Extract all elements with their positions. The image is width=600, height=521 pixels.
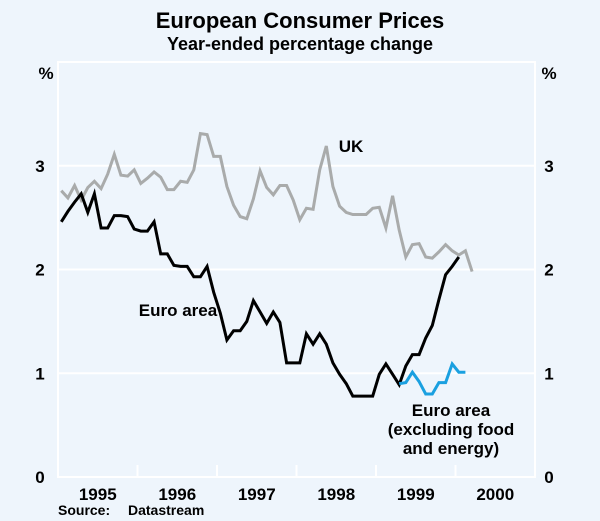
- x-tick-label: 1998: [317, 485, 355, 504]
- x-tick-label: 1997: [238, 485, 276, 504]
- series-annotation: (excluding food: [388, 420, 515, 439]
- source-value: Datastream: [128, 502, 205, 518]
- series-line-uk: [60, 131, 474, 273]
- chart-subtitle: Year-ended percentage change: [166, 34, 434, 54]
- series-annotation: and energy): [403, 439, 499, 458]
- series-line-euro-area: [60, 188, 461, 398]
- y-tick-label-left: 0: [35, 468, 44, 487]
- y-tick-label-right: 0: [544, 468, 553, 487]
- x-tick-label: 1999: [397, 485, 435, 504]
- y-tick-label-left: 3: [35, 157, 44, 176]
- series-annotation: UK: [339, 137, 364, 156]
- axis-labels: 0 0 1 1 2 2 3 3% % 1995 1996 1997 1998 1999 2000: [35, 64, 556, 504]
- x-tick-label: 2000: [476, 485, 514, 504]
- series-line-euro-area-excluding-food-and-energy: [398, 360, 466, 396]
- x-tick-label: 1995: [79, 485, 117, 504]
- y-tick-label-right: 2: [544, 261, 553, 280]
- y-tick-label-right: 3: [544, 157, 553, 176]
- series-lines: [60, 131, 474, 398]
- y-tick-label-left: 2: [35, 261, 44, 280]
- x-axis-ticks: [136, 465, 457, 477]
- x-tick-label: 1996: [158, 485, 196, 504]
- series-annotation: Euro area: [139, 301, 218, 320]
- y-tick-label-right: 1: [544, 364, 553, 383]
- y-unit-left: %: [38, 64, 53, 83]
- y-unit-right: %: [541, 64, 556, 83]
- source-label: Source:: [58, 502, 111, 518]
- chart-title: European Consumer Prices: [155, 8, 445, 33]
- source-note: Source: Datastream: [58, 502, 204, 518]
- series-annotation: Euro area: [412, 401, 491, 420]
- y-tick-label-left: 1: [35, 364, 44, 383]
